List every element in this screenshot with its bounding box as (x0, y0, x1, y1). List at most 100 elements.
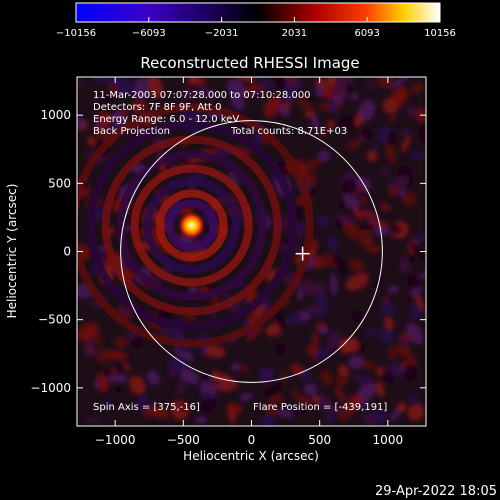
texture-blob (377, 77, 393, 89)
texture-blob (102, 77, 126, 85)
texture-blob (195, 85, 218, 99)
texture-blob (347, 138, 361, 150)
texture-blob (235, 299, 250, 307)
chart-title: Reconstructed RHESSI Image (140, 54, 359, 72)
texture-blob (196, 416, 207, 424)
texture-blob (330, 404, 343, 415)
texture-blob (179, 403, 190, 413)
texture-blob (114, 386, 123, 392)
texture-blob (410, 287, 422, 298)
texture-blob (404, 363, 417, 383)
texture-blob (339, 338, 360, 353)
texture-blob (401, 135, 411, 152)
colorbar: −10156 −6093 −2031 2031 6093 10156 (56, 2, 456, 39)
texture-blob (231, 362, 241, 371)
texture-blob (407, 274, 421, 289)
texture-blob (397, 403, 407, 412)
texture-blob (320, 128, 328, 138)
texture-blob (249, 88, 264, 95)
texture-blob (318, 325, 329, 335)
texture-blob (409, 242, 426, 260)
texture-blob (381, 301, 394, 315)
texture-blob (397, 345, 410, 354)
texture-blob (303, 383, 318, 396)
texture-blob (388, 347, 396, 361)
texture-blob (306, 160, 314, 167)
texture-blob (98, 92, 115, 108)
texture-blob (335, 214, 355, 224)
texture-blob (346, 83, 353, 101)
texture-blob (402, 192, 416, 206)
texture-blob (302, 282, 326, 296)
texture-blob (375, 382, 385, 396)
texture-blob (327, 331, 343, 349)
texture-blob (123, 362, 130, 371)
texture-blob (188, 77, 200, 85)
texture-blob (316, 297, 327, 319)
texture-blob (280, 77, 298, 86)
plot-area: −1000 −500 0 500 1000 −1000 −500 0 500 1000 (30, 76, 427, 447)
texture-blob (297, 288, 304, 301)
texture-blob (95, 125, 110, 141)
texture-blob (349, 394, 362, 411)
texture-blob (228, 170, 239, 187)
texture-blob (385, 140, 396, 164)
texture-blob (381, 369, 395, 384)
texture-blob (387, 286, 399, 294)
texture-blob (136, 395, 148, 410)
texture-blob (216, 374, 238, 389)
texture-blob (98, 377, 109, 392)
texture-blob (338, 114, 349, 127)
texture-blob (187, 84, 201, 91)
texture-blob (378, 329, 395, 343)
texture-blob (77, 117, 85, 130)
texture-blob (293, 311, 302, 324)
texture-blob (292, 242, 303, 256)
texture-blob (148, 77, 162, 98)
texture-blob (382, 166, 390, 176)
texture-blob (132, 337, 143, 349)
colorbar-tick-label: −2031 (205, 28, 239, 39)
texture-blob (342, 178, 358, 194)
texture-blob (285, 317, 297, 325)
texture-blob (320, 370, 333, 386)
texture-blob (158, 326, 173, 339)
texture-blob (301, 369, 311, 381)
texture-blob (388, 186, 399, 197)
texture-blob (315, 84, 325, 97)
texture-blob (360, 376, 371, 386)
texture-blob (407, 106, 418, 118)
texture-blob (350, 258, 364, 273)
texture-blob (356, 229, 372, 237)
colorbar-tick-label: 10156 (424, 28, 456, 39)
texture-blob (77, 325, 89, 340)
texture-blob (97, 348, 111, 363)
texture-blob (77, 78, 83, 88)
texture-blob (264, 96, 281, 118)
texture-blob (119, 109, 129, 117)
texture-blob (410, 152, 426, 159)
source-ring (101, 135, 282, 316)
texture-blob (357, 211, 378, 219)
texture-blob (308, 187, 317, 195)
texture-blob (409, 304, 423, 320)
texture-blob (284, 81, 296, 105)
texture-blob (87, 350, 97, 355)
texture-blob (291, 400, 309, 416)
colorbar-ticks: −10156 −6093 −2031 2031 6093 10156 (56, 17, 456, 39)
texture-blob (311, 114, 319, 131)
texture-blob (258, 77, 275, 90)
texture-blob (408, 394, 420, 406)
texture-blob (259, 367, 272, 382)
texture-blob (204, 345, 225, 358)
texture-blob (150, 407, 168, 418)
texture-blob (227, 79, 246, 98)
texture-blob (230, 92, 245, 111)
texture-blob (415, 269, 426, 281)
texture-blob (240, 365, 250, 372)
texture-blob (406, 322, 424, 344)
texture-blob (314, 348, 334, 359)
annotation-block: 11-Mar-2003 07:07:28.000 to 07:10:28.000… (93, 90, 347, 137)
texture-blob (174, 346, 194, 361)
